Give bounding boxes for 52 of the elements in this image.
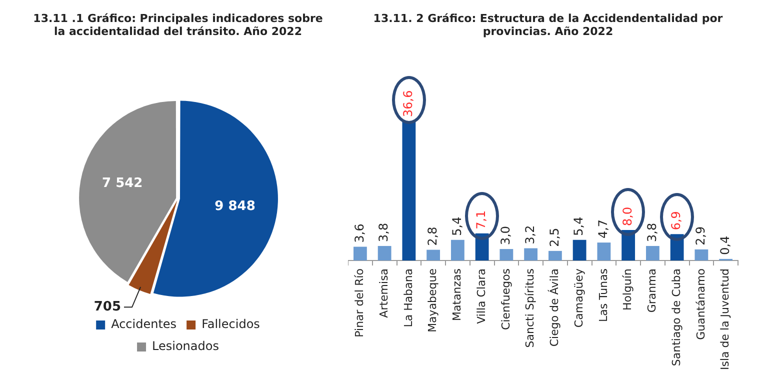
x-tick-label: Sancti Spíritus [524, 268, 537, 348]
x-tick-label: Mayabeque [426, 268, 440, 332]
x-tick-label: Santiago de Cuba [670, 268, 683, 366]
data-label: 5,4 [450, 216, 464, 236]
data-label: 2,9 [694, 226, 708, 246]
data-label: 9 848 [214, 198, 256, 214]
bar [524, 248, 538, 260]
x-tick-label: Las Tunas [596, 268, 610, 322]
bar [548, 250, 562, 260]
data-label: 3,8 [644, 222, 659, 242]
x-tick-label: Ciego de Ávila [547, 268, 562, 347]
data-label: 2,8 [425, 226, 440, 246]
data-label: 705 [94, 300, 122, 315]
data-label: 0,4 [718, 236, 732, 255]
data-label: 3,8 [376, 222, 391, 242]
legend-label: Lesionados [152, 339, 219, 354]
bar [353, 246, 367, 260]
bar [402, 120, 416, 260]
x-tick-label: Artemisa [377, 268, 390, 318]
chart-title: 13.11 .1 Gráfico: Principales indicadores sobre la accidentalidad del tránsito. Año 2022 [32, 12, 324, 40]
data-label: 36,6 [401, 90, 416, 117]
bar [450, 240, 464, 260]
bar [500, 249, 514, 260]
x-tick-label: La Habana [402, 268, 415, 328]
x-tick-label: Camagüey [572, 268, 586, 328]
bar [694, 249, 708, 260]
x-tick-label: Matanzas [450, 268, 464, 321]
legend-label: Accidentes [111, 317, 177, 332]
bar [378, 246, 392, 260]
legend-label: Fallecidos [202, 317, 260, 332]
bar [646, 246, 660, 260]
x-tick-label: Villa Clara [474, 268, 488, 324]
data-label: 7,1 [474, 210, 488, 230]
bar [426, 250, 440, 260]
data-label: 3,2 [522, 225, 537, 244]
x-tick-label: Holguín [621, 268, 634, 311]
data-label: 2,5 [547, 228, 562, 247]
data-label: 3,0 [498, 226, 513, 246]
data-label: 6,9 [669, 211, 684, 230]
chart-title: 13.11. 2 Gráfico: Estructura de la Accidendentalidad por provincias. Año 2022 [372, 12, 724, 40]
bar [597, 242, 611, 260]
data-label: 7 542 [102, 176, 143, 191]
x-tick-label: Granma [646, 268, 659, 313]
x-tick-label: Pinar del Río [353, 268, 366, 338]
bar [572, 240, 586, 260]
data-label: 4,7 [596, 219, 610, 239]
x-tick-label: Isla de la Juventud [718, 268, 732, 370]
x-tick-label: Cienfuegos [499, 268, 512, 330]
x-tick-label: Guantánamo [694, 268, 708, 340]
data-label: 3,6 [352, 224, 366, 243]
data-label: 8,0 [620, 206, 634, 226]
data-label: 5,4 [572, 216, 586, 236]
